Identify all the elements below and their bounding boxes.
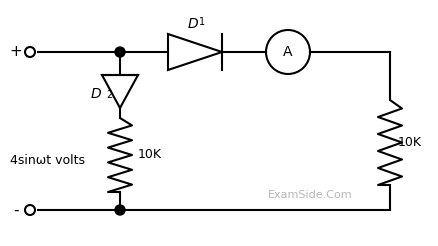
Circle shape [115,205,125,215]
Circle shape [115,47,125,57]
Text: ExamSide.Com: ExamSide.Com [268,190,352,200]
Text: -: - [13,202,19,217]
Text: A: A [283,45,293,59]
Text: 1: 1 [199,17,205,27]
Text: 4sinωt volts: 4sinωt volts [10,154,85,167]
Text: 2: 2 [106,91,112,101]
Text: 10K: 10K [398,136,422,149]
Text: 10K: 10K [138,149,162,162]
Text: D: D [188,17,198,31]
Text: +: + [10,45,22,60]
Text: D: D [91,87,101,101]
